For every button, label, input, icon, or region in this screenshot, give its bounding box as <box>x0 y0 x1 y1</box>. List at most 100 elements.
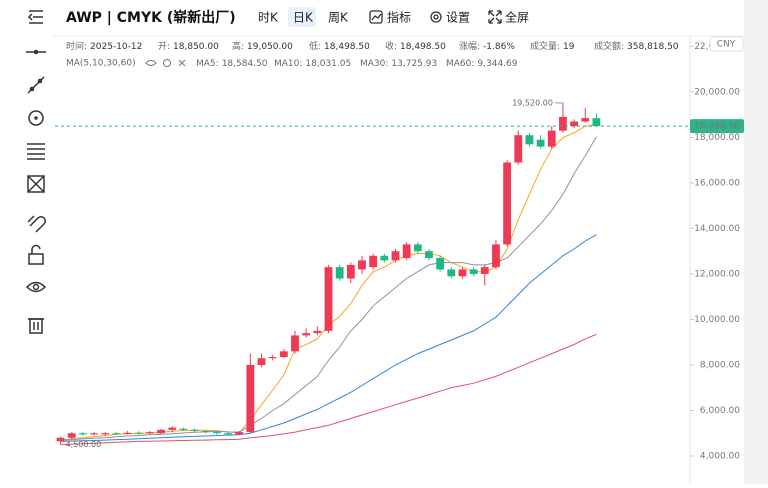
candle-body <box>224 433 232 435</box>
ma-name: MA5: <box>196 59 219 69</box>
y-tick-label: 16,000.00 <box>694 178 740 188</box>
button-icons <box>369 10 502 24</box>
info-label: 涨幅: <box>459 40 480 52</box>
info-item: 高: 19,050.00 <box>232 40 293 52</box>
candle-body <box>67 433 76 438</box>
settings-icon-core <box>433 14 439 20</box>
circle-tool[interactable] <box>28 110 44 126</box>
candle-body <box>101 433 110 435</box>
ma-line <box>60 234 597 442</box>
indicator-icon-line <box>371 13 382 21</box>
candle-body <box>413 244 422 252</box>
button-label[interactable]: 全屏 <box>505 10 529 25</box>
candle-body <box>547 130 556 147</box>
fib-tool[interactable] <box>27 143 45 160</box>
info-item: 涨幅: -1.86% <box>459 40 515 52</box>
candle-body <box>134 432 143 434</box>
fullscreen-icon[interactable] <box>488 10 502 24</box>
candle-body <box>380 255 389 261</box>
candle-body <box>358 260 366 270</box>
magnet-tool[interactable] <box>27 215 46 233</box>
candle-body <box>90 433 98 435</box>
y-tick-label: 18,000.00 <box>694 133 740 143</box>
side-strip <box>744 0 768 484</box>
button-label[interactable]: 指标 <box>387 10 411 25</box>
candle-body <box>145 432 154 434</box>
min-label: 4,500.00 <box>66 440 102 449</box>
last-price-label: 18,498.50 <box>694 122 740 132</box>
info-label: 低: <box>309 40 321 52</box>
candle-body <box>492 244 500 268</box>
candle-body <box>112 433 121 435</box>
ma-eye[interactable] <box>145 60 157 66</box>
info-value: 358,818.50 <box>627 42 679 52</box>
candle-body <box>536 139 545 147</box>
y-tick-label: 4,000.00 <box>700 451 740 461</box>
ma-name: MA10: <box>274 59 302 69</box>
candle-body <box>179 428 188 430</box>
candle-body <box>157 429 165 434</box>
candle-body <box>346 264 355 279</box>
ma-value: 18,584.50 <box>222 59 268 69</box>
unit-label: CNY <box>717 40 736 50</box>
ma-label: MA(5,10,30,60) <box>66 59 136 69</box>
candle-body <box>559 116 567 131</box>
eye-tool[interactable] <box>25 281 47 293</box>
candle-body <box>313 330 322 334</box>
y-tick-label: 12,000.00 <box>694 269 740 279</box>
trash-tool[interactable] <box>28 318 44 334</box>
candle-body <box>469 269 478 274</box>
unit-box <box>709 36 744 52</box>
indicator-icon[interactable] <box>369 10 383 24</box>
candle-body <box>480 267 489 274</box>
info-label: 成交量: <box>530 40 560 52</box>
settings-icon[interactable] <box>430 11 442 23</box>
line-tool[interactable] <box>26 49 46 55</box>
info-item: 低: 18,498.50 <box>309 40 370 52</box>
pattern-tool[interactable] <box>27 175 45 193</box>
y-tick-label: 10,000.00 <box>694 315 740 325</box>
lock-tool[interactable] <box>28 244 44 265</box>
ma-line <box>60 136 597 441</box>
max-label: 19,520.00 <box>512 98 553 107</box>
candle-body <box>402 244 411 259</box>
info-value: 2025-10-12 <box>90 42 142 52</box>
info-value: 19 <box>563 42 575 52</box>
interval-button[interactable]: 时K <box>258 11 279 25</box>
menu-icon[interactable] <box>27 10 43 24</box>
button-label[interactable]: 设置 <box>446 11 470 25</box>
ma-value: 9,344.69 <box>477 59 517 69</box>
info-item: 收: 18,498.50 <box>385 40 446 52</box>
info-value: 18,498.50 <box>324 42 370 52</box>
interval-active-bg <box>288 7 316 27</box>
info-item: 时间: 2025-10-12 <box>66 40 142 52</box>
interval-button[interactable]: 周K <box>328 11 349 25</box>
candle-body <box>190 429 199 431</box>
interval-button[interactable]: 日K <box>293 11 314 25</box>
candle-body <box>581 118 590 122</box>
ma-settings[interactable] <box>163 59 171 67</box>
last-price-box <box>690 119 744 134</box>
candle-body <box>279 351 288 358</box>
y-tick-label: 20,000.00 <box>694 87 740 97</box>
candle-body <box>592 118 601 127</box>
y-tick-label: 8,000.00 <box>700 360 740 370</box>
info-value: 19,050.00 <box>247 42 293 52</box>
candle-body <box>302 333 311 336</box>
candle-body <box>257 358 266 365</box>
candle-body <box>235 432 244 435</box>
ma-close[interactable] <box>178 59 186 67</box>
candle-body <box>458 269 467 277</box>
candle-body <box>391 251 400 261</box>
trend-tool[interactable] <box>27 76 45 94</box>
info-item: 成交额: 358,818.50 <box>594 40 679 52</box>
info-value: 18,850.00 <box>173 42 219 52</box>
candle-body <box>425 251 433 259</box>
candle-body <box>123 432 132 434</box>
info-label: 成交额: <box>594 40 624 52</box>
info-value: -1.86% <box>483 42 515 52</box>
ma-name: MA60: <box>446 59 474 69</box>
ma-name: MA30: <box>360 59 388 69</box>
